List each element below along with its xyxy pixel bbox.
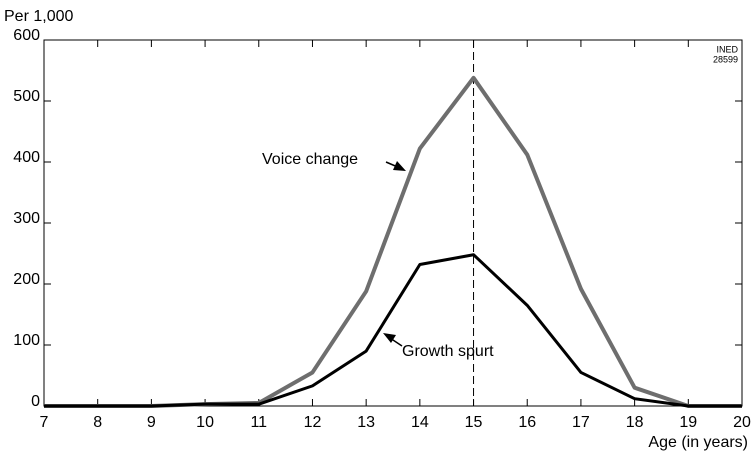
x-tick-label: 7 (40, 414, 49, 431)
x-tick-label: 14 (411, 414, 429, 431)
source-note: 28599 (713, 54, 738, 64)
y-tick-label: 100 (13, 332, 40, 349)
series-label: Growth spurt (402, 343, 494, 360)
x-tick-label: 19 (679, 414, 697, 431)
source-note: INED (716, 44, 738, 54)
x-tick-label: 15 (465, 414, 483, 431)
x-tick-label: 10 (196, 414, 214, 431)
series-label: Voice change (262, 151, 358, 168)
x-axis-label: Age (in years) (648, 434, 748, 451)
x-tick-label: 8 (93, 414, 102, 431)
x-tick-label: 9 (147, 414, 156, 431)
y-tick-label: 500 (13, 88, 40, 105)
x-tick-label: 20 (733, 414, 751, 431)
label-arrowhead (383, 333, 396, 343)
x-tick-label: 12 (304, 414, 322, 431)
x-tick-label: 18 (626, 414, 644, 431)
label-arrowhead (393, 161, 406, 171)
y-tick-label: 200 (13, 271, 40, 288)
x-tick-label: 11 (250, 414, 267, 431)
x-tick-label: 17 (572, 414, 590, 431)
y-tick-label: 300 (13, 210, 40, 227)
series-line (44, 75, 742, 408)
y-tick-label: 600 (13, 27, 40, 44)
y-tick-label: 0 (31, 393, 40, 410)
y-tick-label: 400 (13, 149, 40, 166)
y-axis-label: Per 1,000 (4, 8, 73, 25)
x-tick-label: 13 (357, 414, 375, 431)
x-tick-label: 16 (518, 414, 536, 431)
series-line (44, 253, 742, 408)
